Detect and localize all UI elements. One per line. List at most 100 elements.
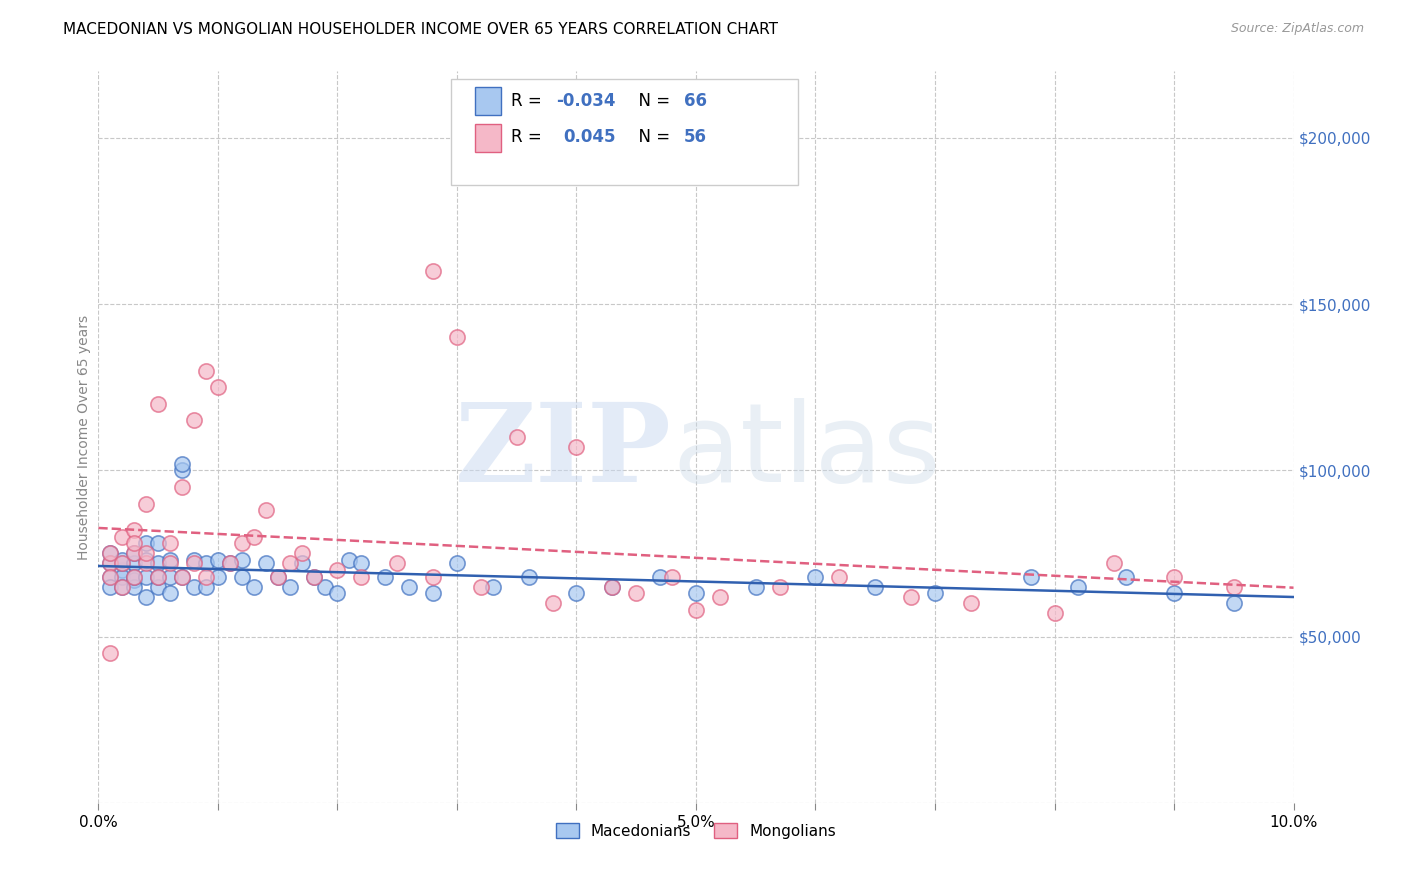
Point — [278, 557, 301, 571]
FancyBboxPatch shape — [475, 124, 501, 152]
Point — [124, 573, 146, 587]
Point — [446, 330, 468, 344]
Point — [231, 570, 253, 584]
Text: Source: ZipAtlas.com: Source: ZipAtlas.com — [1230, 22, 1364, 36]
Point — [159, 553, 181, 567]
Point — [1223, 580, 1246, 594]
Point — [446, 557, 468, 571]
Point — [172, 457, 194, 471]
Point — [339, 553, 361, 567]
Point — [135, 553, 157, 567]
Point — [422, 586, 444, 600]
Point — [183, 553, 205, 567]
Point — [183, 557, 205, 571]
Point — [195, 580, 218, 594]
Point — [172, 463, 194, 477]
Point — [243, 580, 266, 594]
Point — [231, 536, 253, 550]
Point — [315, 580, 337, 594]
Point — [865, 580, 887, 594]
Point — [148, 570, 170, 584]
Point — [148, 397, 170, 411]
Point — [135, 497, 157, 511]
Point — [111, 580, 134, 594]
Legend: Macedonians, Mongolians: Macedonians, Mongolians — [548, 815, 844, 847]
Point — [207, 553, 229, 567]
Text: 66: 66 — [685, 92, 707, 110]
Point — [541, 596, 564, 610]
Point — [565, 586, 588, 600]
Point — [111, 557, 134, 571]
Point — [124, 546, 146, 560]
Point — [661, 570, 683, 584]
Point — [302, 570, 325, 584]
Point — [470, 580, 492, 594]
Text: R =: R = — [510, 128, 553, 146]
Text: 56: 56 — [685, 128, 707, 146]
FancyBboxPatch shape — [451, 78, 797, 185]
Text: ZIP: ZIP — [456, 398, 672, 505]
Text: R =: R = — [510, 92, 547, 110]
Point — [267, 570, 290, 584]
Point — [98, 557, 122, 571]
Point — [350, 557, 373, 571]
Point — [183, 580, 205, 594]
Point — [243, 530, 266, 544]
Point — [517, 570, 540, 584]
Point — [135, 546, 157, 560]
Point — [685, 586, 707, 600]
Point — [172, 480, 194, 494]
Point — [98, 557, 122, 571]
Point — [291, 557, 314, 571]
Point — [374, 570, 396, 584]
Point — [924, 586, 946, 600]
Point — [254, 503, 277, 517]
Point — [267, 570, 290, 584]
Point — [291, 546, 314, 560]
Y-axis label: Householder Income Over 65 years: Householder Income Over 65 years — [77, 315, 91, 559]
Point — [1163, 586, 1185, 600]
Point — [804, 570, 827, 584]
Point — [111, 530, 134, 544]
Point — [124, 536, 146, 550]
Point — [745, 580, 768, 594]
Point — [98, 546, 122, 560]
Point — [111, 557, 134, 571]
Point — [111, 563, 134, 577]
Point — [159, 570, 181, 584]
Point — [148, 536, 170, 550]
Point — [111, 553, 134, 567]
Point — [709, 590, 731, 604]
Text: MACEDONIAN VS MONGOLIAN HOUSEHOLDER INCOME OVER 65 YEARS CORRELATION CHART: MACEDONIAN VS MONGOLIAN HOUSEHOLDER INCO… — [63, 22, 779, 37]
Point — [1223, 596, 1246, 610]
Point — [960, 596, 983, 610]
Point — [195, 557, 218, 571]
Point — [278, 580, 301, 594]
Point — [219, 557, 242, 571]
Point — [1115, 570, 1137, 584]
Point — [1019, 570, 1042, 584]
Point — [135, 557, 157, 571]
Point — [326, 586, 349, 600]
Point — [1104, 557, 1126, 571]
Point — [602, 580, 624, 594]
Point — [254, 557, 277, 571]
Point — [124, 570, 146, 584]
Point — [207, 570, 229, 584]
Point — [398, 580, 420, 594]
Point — [219, 557, 242, 571]
FancyBboxPatch shape — [475, 87, 501, 115]
Point — [685, 603, 707, 617]
Point — [350, 570, 373, 584]
Point — [124, 570, 146, 584]
Point — [98, 646, 122, 660]
Point — [565, 440, 588, 454]
Point — [111, 570, 134, 584]
Point — [172, 570, 194, 584]
Point — [111, 580, 134, 594]
Point — [124, 580, 146, 594]
Point — [207, 380, 229, 394]
Point — [1163, 570, 1185, 584]
Point — [148, 570, 170, 584]
Point — [231, 553, 253, 567]
